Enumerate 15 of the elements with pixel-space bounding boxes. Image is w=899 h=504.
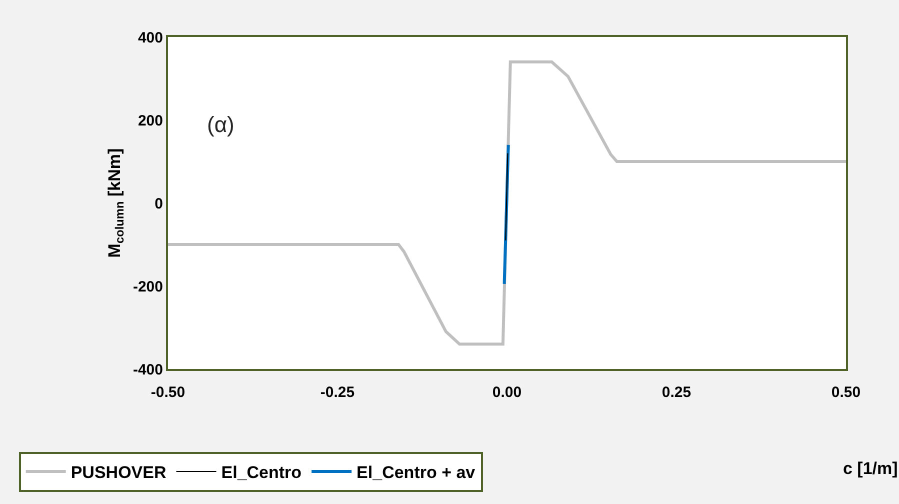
- legend-label: El_Centro + av: [356, 463, 476, 482]
- y-tick-label: -200: [132, 278, 163, 296]
- legend-label: PUSHOVER: [70, 463, 166, 482]
- y-tick-label: 200: [138, 112, 163, 130]
- y-tick-label: 400: [138, 29, 163, 46]
- y-tick-label: 0: [154, 195, 163, 212]
- x-tick-label: 0.25: [662, 384, 692, 401]
- x-tick-label: -0.25: [320, 384, 355, 401]
- x-tick-label: 0.50: [831, 384, 861, 401]
- legend-label: El_Centro: [221, 463, 302, 482]
- x-tick-label: -0.50: [150, 384, 186, 401]
- y-tick-label: -400: [132, 361, 163, 378]
- x-tick-label: 0.00: [492, 384, 522, 401]
- annotation: (α): [207, 112, 234, 137]
- x-axis-title: c [1/m]: [843, 459, 898, 478]
